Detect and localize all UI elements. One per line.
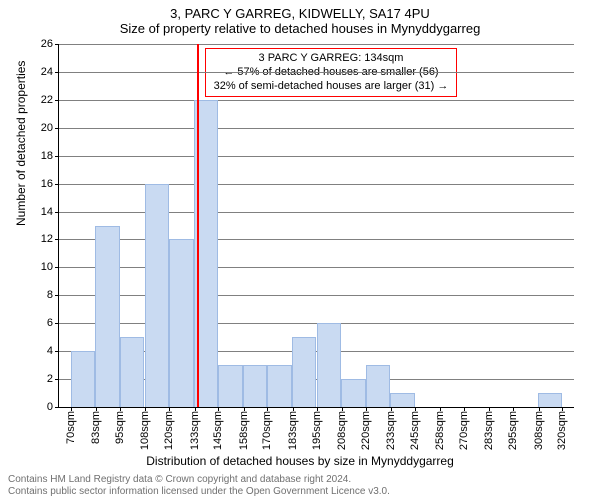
gridline [59, 100, 574, 101]
gridline [59, 239, 574, 240]
y-tick-label: 12 [41, 233, 59, 245]
x-tick-label: 133sqm [189, 407, 201, 450]
y-tick-label: 2 [47, 373, 59, 385]
x-tick-label: 170sqm [261, 407, 273, 450]
histogram-bar [292, 337, 317, 407]
x-axis-label: Distribution of detached houses by size … [0, 454, 600, 468]
gridline [59, 212, 574, 213]
y-tick-label: 14 [41, 206, 59, 218]
x-tick-label: 245sqm [409, 407, 421, 450]
histogram-bar [390, 393, 415, 407]
y-tick-label: 10 [41, 261, 59, 273]
y-tick-label: 16 [41, 178, 59, 190]
footer-line-2: Contains public sector information licen… [8, 486, 390, 498]
x-tick-label: 283sqm [483, 407, 495, 450]
x-tick-label: 145sqm [212, 407, 224, 450]
histogram-bar [120, 337, 145, 407]
chart-subtitle: Size of property relative to detached ho… [0, 21, 600, 36]
marker-line [197, 44, 199, 407]
gridline [59, 295, 574, 296]
histogram-bar [95, 226, 120, 408]
gridline [59, 267, 574, 268]
x-tick-label: 95sqm [114, 407, 126, 444]
histogram-bar [243, 365, 268, 407]
y-tick-label: 18 [41, 150, 59, 162]
callout-line-3: 32% of semi-detached houses are larger (… [214, 80, 449, 94]
y-tick-label: 22 [41, 94, 59, 106]
x-tick-label: 120sqm [163, 407, 175, 450]
gridline [59, 184, 574, 185]
histogram-bar [71, 351, 96, 407]
y-axis-label: Number of detached properties [14, 61, 28, 226]
chart-area: 3 PARC Y GARREG: 134sqm ← 57% of detache… [58, 44, 574, 408]
histogram-bar [218, 365, 243, 407]
histogram-bar [538, 393, 563, 407]
callout-line-1: 3 PARC Y GARREG: 134sqm [214, 52, 449, 66]
gridline [59, 156, 574, 157]
y-tick-label: 0 [47, 401, 59, 413]
x-tick-label: 158sqm [238, 407, 250, 450]
histogram-bar [169, 239, 194, 407]
x-tick-label: 220sqm [360, 407, 372, 450]
histogram-bar [267, 365, 292, 407]
x-tick-label: 70sqm [65, 407, 77, 444]
footer-attribution: Contains HM Land Registry data © Crown c… [8, 474, 390, 498]
x-tick-label: 233sqm [385, 407, 397, 450]
histogram-bar [317, 323, 342, 407]
x-tick-label: 183sqm [287, 407, 299, 450]
y-tick-label: 4 [47, 345, 59, 357]
footer-line-1: Contains HM Land Registry data © Crown c… [8, 474, 390, 486]
y-tick-label: 8 [47, 289, 59, 301]
x-tick-label: 258sqm [434, 407, 446, 450]
histogram-bar [145, 184, 170, 407]
x-tick-label: 83sqm [90, 407, 102, 444]
y-tick-label: 24 [41, 66, 59, 78]
gridline [59, 128, 574, 129]
chart-header: 3, PARC Y GARREG, KIDWELLY, SA17 4PU Siz… [0, 0, 600, 36]
x-tick-label: 208sqm [336, 407, 348, 450]
gridline [59, 44, 574, 45]
x-tick-label: 308sqm [533, 407, 545, 450]
x-tick-label: 195sqm [311, 407, 323, 450]
plot-area: 3 PARC Y GARREG: 134sqm ← 57% of detache… [58, 44, 574, 408]
x-tick-label: 320sqm [556, 407, 568, 450]
x-tick-label: 108sqm [139, 407, 151, 450]
histogram-bar [341, 379, 366, 407]
x-tick-label: 295sqm [507, 407, 519, 450]
histogram-bar [366, 365, 391, 407]
y-tick-label: 20 [41, 122, 59, 134]
x-tick-label: 270sqm [458, 407, 470, 450]
address-line: 3, PARC Y GARREG, KIDWELLY, SA17 4PU [0, 6, 600, 21]
y-tick-label: 6 [47, 317, 59, 329]
y-tick-label: 26 [41, 38, 59, 50]
gridline [59, 72, 574, 73]
